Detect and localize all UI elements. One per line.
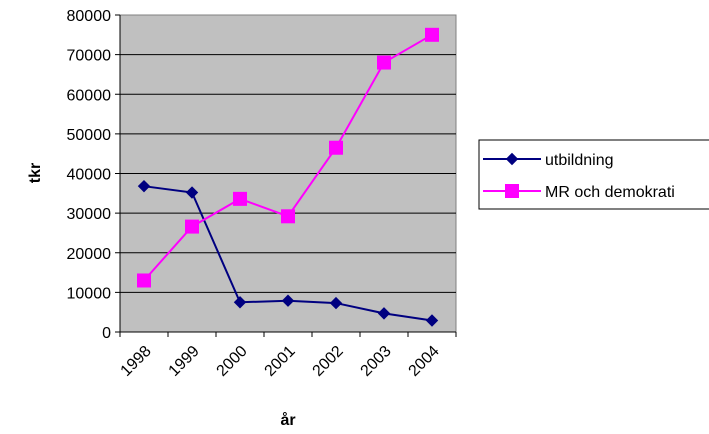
data-point [377, 307, 391, 320]
data-point [329, 296, 343, 310]
legend-item: utbildning [483, 152, 614, 169]
y-tick-label: 10000 [67, 285, 112, 302]
series-2 [137, 27, 439, 288]
data-point [185, 186, 199, 199]
data-point [185, 219, 199, 234]
legend-item: MR och demokrati [483, 184, 675, 201]
legend-marker [505, 184, 519, 198]
data-point [377, 55, 391, 70]
x-tick-label: 2002 [310, 343, 347, 380]
x-tick-label: 2000 [214, 343, 251, 380]
y-axis: 0 10000 20000 30000 40000 50000 60000 70000 8000… [67, 8, 121, 342]
y-tick-label: 20000 [67, 246, 112, 263]
data-point [137, 273, 151, 288]
y-tick-label: 40000 [67, 167, 112, 184]
data-point [425, 27, 439, 42]
y-tick-label: 0 [102, 325, 111, 342]
x-axis-title: år [280, 411, 295, 429]
data-point [233, 296, 247, 309]
data-point [281, 209, 295, 224]
y-tick-label: 50000 [67, 127, 112, 144]
y-tick-label: 30000 [67, 206, 112, 223]
x-tick-label: 1998 [118, 343, 155, 380]
data-point [281, 294, 295, 307]
legend: utbildning MR och demokrati [483, 152, 675, 201]
y-axis-title: tkr [27, 163, 44, 183]
legend-label: utbildning [545, 152, 614, 169]
legend-marker [505, 152, 519, 166]
x-tick-label: 1999 [166, 343, 203, 380]
data-point [137, 179, 151, 193]
legend-label: MR och demokrati [545, 184, 675, 201]
data-point [233, 191, 247, 206]
data-point [425, 314, 439, 327]
y-tick-label: 70000 [67, 48, 112, 65]
x-tick-label: 2004 [406, 343, 443, 380]
y-tick-label: 60000 [67, 87, 112, 104]
series-1 [137, 179, 439, 327]
x-tick-label: 2001 [262, 343, 299, 380]
y-tick-label: 80000 [67, 8, 112, 25]
x-tick-label: 2003 [358, 343, 395, 380]
data-point [329, 140, 343, 155]
gridlines [120, 54, 456, 293]
x-axis: 1998 1999 2000 2001 2002 2003 2004 [118, 331, 457, 380]
series-layer [137, 27, 439, 327]
